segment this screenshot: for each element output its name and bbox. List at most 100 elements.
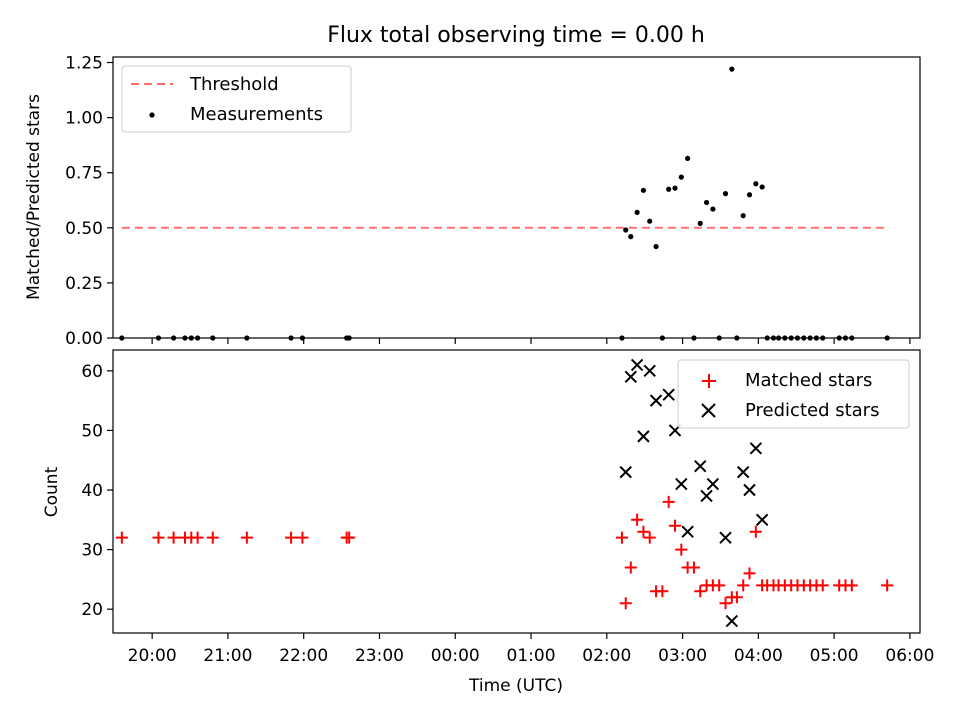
matched-star-point: [662, 495, 675, 508]
x-tick-label: 20:00: [128, 646, 177, 666]
bottom-y-tick-label: 40: [81, 481, 103, 501]
bottom-legend-box: [677, 359, 910, 429]
measurement-point: [628, 234, 634, 240]
measurement-point: [346, 335, 352, 341]
predicted-star-point: [743, 483, 756, 497]
measurement-point: [716, 335, 722, 341]
matched-star-point: [675, 543, 688, 556]
predicted-star-point: [706, 477, 720, 491]
matched-star-point: [619, 597, 632, 610]
x-tick-label: 02:00: [582, 646, 631, 666]
measurement-point: [740, 213, 746, 219]
measurement-point: [770, 335, 777, 341]
x-tick-label: 03:00: [658, 646, 707, 666]
measurement-point: [734, 335, 740, 341]
measurement-point: [836, 335, 842, 341]
measurement-point: [722, 191, 729, 197]
matched-star-point: [719, 597, 732, 610]
measurement-point: [647, 218, 653, 224]
chart-title: Flux total observing time = 0.00 h: [327, 23, 705, 48]
top-y-axis-label: Matched/Predicted stars: [24, 94, 44, 300]
measurement-point: [210, 335, 216, 341]
measurement-point: [746, 192, 753, 198]
measurement-points: [119, 66, 890, 341]
legend-predicted-label: Predicted stars: [745, 400, 879, 421]
measurement-point: [672, 185, 678, 191]
matched-star-point: [694, 585, 707, 598]
matched-star-point: [749, 525, 762, 538]
x-tick-label: 05:00: [810, 646, 859, 666]
bottom-y-axis-label: Count: [42, 466, 62, 517]
matched-star-point: [152, 531, 165, 544]
measurement-point: [849, 335, 855, 341]
measurement-point: [884, 335, 890, 341]
matched-points: [115, 495, 894, 610]
measurement-point: [666, 186, 672, 192]
predicted-star-point: [675, 477, 688, 491]
measurement-point: [623, 227, 629, 233]
x-axis-label: Time (UTC): [468, 676, 563, 696]
predicted-star-point: [736, 465, 750, 479]
bottom-y-ticks: 20 30 40 50 60: [81, 362, 113, 620]
measurement-point: [820, 335, 826, 341]
measurement-point: [653, 243, 659, 250]
matched-star-point: [643, 531, 656, 544]
predicted-star-point: [681, 525, 694, 538]
matched-star-point: [737, 579, 750, 592]
bottom-panel: 20 30 40 50 60 20:00 21:00 22:00 23:00 00:00 01:0…: [42, 349, 934, 696]
top-y-tick-label: 0.00: [65, 329, 103, 349]
matched-star-point: [296, 531, 309, 544]
matched-star-point: [668, 519, 681, 532]
measurement-point: [691, 335, 697, 341]
matched-star-point: [845, 579, 858, 592]
bottom-y-tick-label: 50: [81, 421, 103, 441]
predicted-star-point: [619, 465, 632, 479]
measurement-point: [634, 209, 640, 215]
top-y-tick-label: 0.50: [65, 219, 103, 239]
matched-star-point: [115, 531, 128, 544]
measurement-point: [659, 335, 665, 341]
measurement-point: [807, 335, 813, 341]
measurement-point: [794, 335, 801, 341]
predicted-star-point: [749, 442, 763, 455]
matched-star-point: [206, 531, 219, 544]
measurement-point: [813, 335, 820, 341]
measurement-point: [685, 155, 691, 161]
measurement-point: [195, 335, 201, 341]
top-y-tick-label: 0.75: [65, 164, 103, 184]
x-tick-label: 00:00: [431, 646, 480, 666]
matched-star-point: [730, 591, 743, 604]
matched-star-point: [191, 531, 204, 544]
matched-star-point: [343, 531, 356, 544]
legend-measurements-swatch: [149, 112, 155, 118]
predicted-star-point: [725, 614, 739, 628]
matched-star-point: [624, 561, 637, 574]
top-y-tick-label: 1.00: [65, 109, 103, 129]
matched-star-point: [285, 531, 298, 544]
x-tick-label: 23:00: [355, 646, 404, 666]
predicted-star-point: [624, 370, 638, 384]
x-tick-label: 21:00: [203, 646, 252, 666]
predicted-star-point: [630, 358, 644, 372]
bottom-y-tick-label: 20: [81, 600, 103, 620]
matched-star-point: [743, 567, 756, 580]
bottom-legend: Matched stars Predicted stars: [677, 359, 910, 429]
measurement-point: [640, 187, 647, 193]
x-tick-label: 04:00: [734, 646, 783, 666]
measurement-point: [119, 335, 125, 341]
measurement-point: [753, 181, 759, 187]
measurement-point: [729, 66, 735, 72]
measurement-point: [775, 335, 782, 341]
top-panel: 0.00 0.25 0.50 0.75 1.00 1.25 Matched/Predict…: [24, 54, 921, 349]
matched-star-point: [816, 579, 829, 592]
legend-matched-label: Matched stars: [745, 370, 872, 391]
x-tick-label: 06:00: [885, 646, 934, 666]
predicted-star-point: [662, 388, 675, 401]
matched-star-point: [631, 513, 644, 526]
legend-matched-swatch: [702, 374, 716, 388]
top-y-tick-label: 0.25: [65, 274, 103, 294]
measurement-point: [171, 335, 177, 341]
measurement-point: [801, 335, 807, 341]
predicted-star-point: [643, 364, 656, 378]
measurement-point: [759, 184, 765, 190]
